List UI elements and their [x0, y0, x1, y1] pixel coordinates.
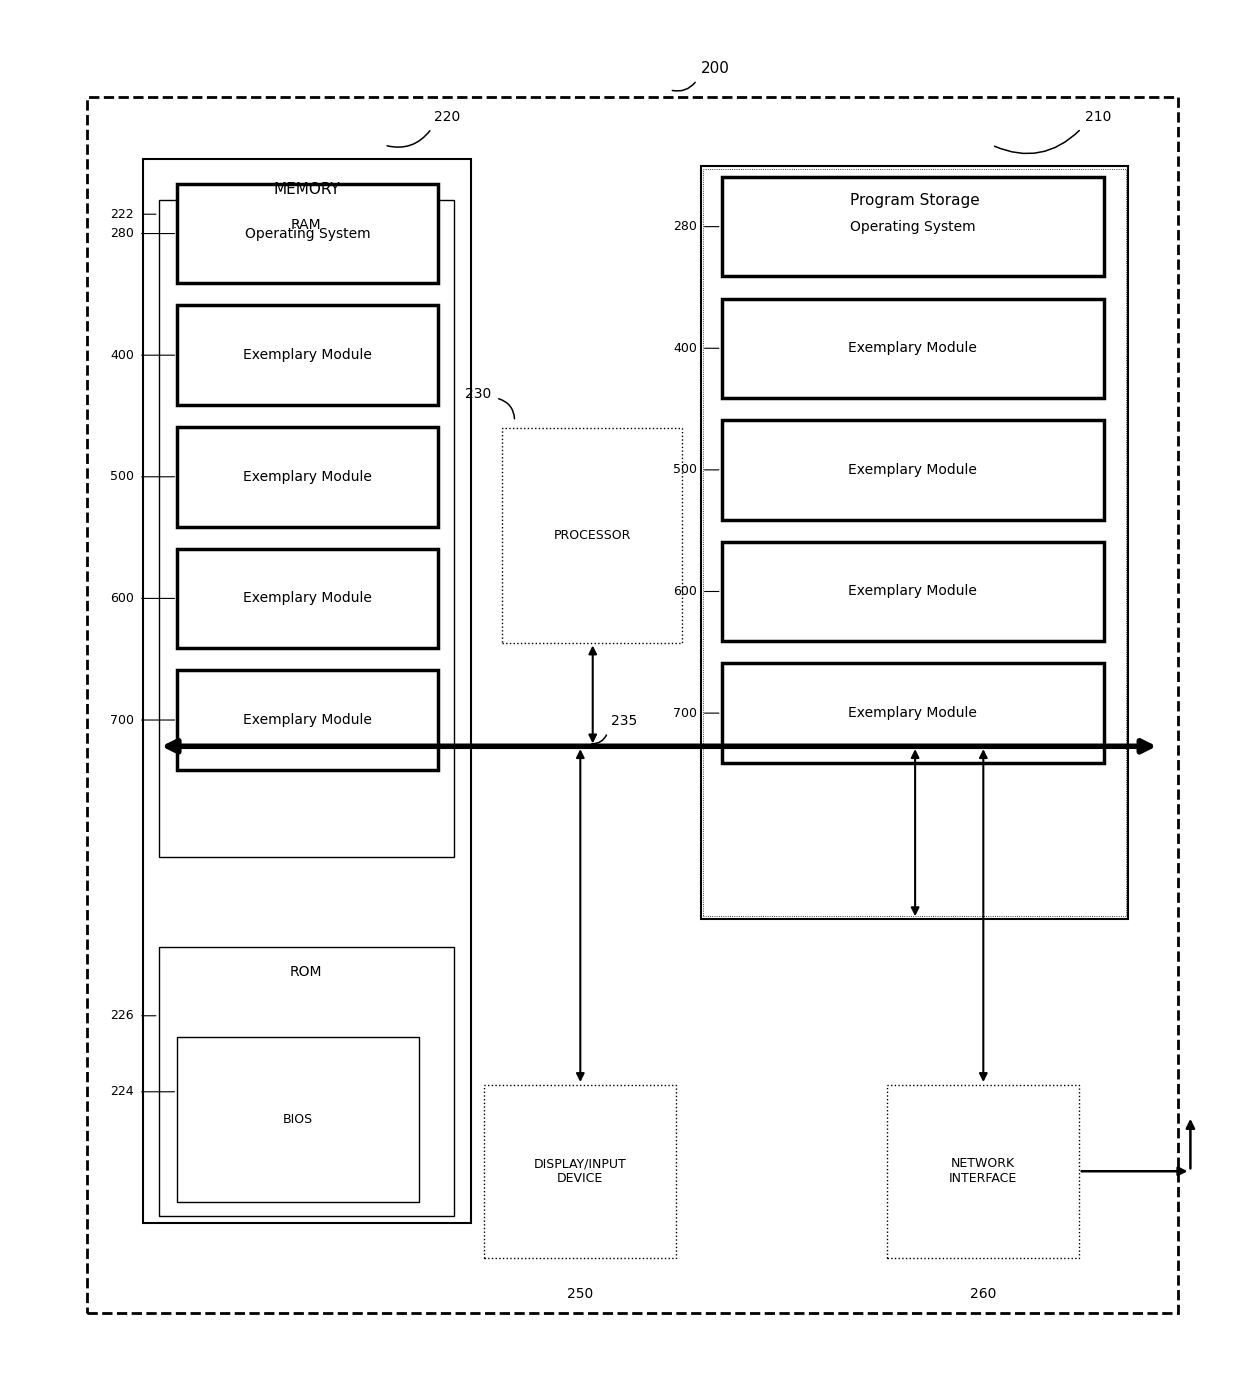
- Bar: [177, 184, 438, 283]
- Bar: [722, 663, 1104, 763]
- Bar: [159, 200, 454, 857]
- Bar: [722, 299, 1104, 398]
- Text: Exemplary Module: Exemplary Module: [243, 713, 372, 727]
- Bar: [703, 169, 1126, 916]
- FancyArrowPatch shape: [498, 399, 515, 419]
- Text: 500: 500: [110, 470, 134, 484]
- Text: BIOS: BIOS: [283, 1113, 314, 1126]
- Text: 700: 700: [110, 713, 134, 727]
- Text: Program Storage: Program Storage: [849, 193, 980, 207]
- Bar: [143, 159, 471, 1223]
- Text: ROM: ROM: [290, 965, 322, 978]
- Text: 220: 220: [434, 111, 460, 124]
- Text: MEMORY: MEMORY: [274, 182, 340, 196]
- Text: Exemplary Module: Exemplary Module: [848, 463, 977, 477]
- Text: 600: 600: [110, 591, 134, 605]
- Text: Exemplary Module: Exemplary Module: [243, 591, 372, 605]
- FancyArrowPatch shape: [591, 735, 606, 744]
- Text: 280: 280: [110, 227, 134, 240]
- Text: PROCESSOR: PROCESSOR: [553, 529, 631, 542]
- Text: 230: 230: [465, 387, 491, 401]
- Bar: [722, 542, 1104, 641]
- Text: DISPLAY/INPUT
DEVICE: DISPLAY/INPUT DEVICE: [533, 1157, 626, 1186]
- Bar: [701, 166, 1128, 919]
- Text: Operating System: Operating System: [244, 227, 371, 240]
- Text: 210: 210: [1085, 111, 1111, 124]
- Bar: [177, 305, 438, 405]
- Bar: [177, 427, 438, 527]
- Text: 500: 500: [673, 463, 697, 477]
- Text: Exemplary Module: Exemplary Module: [243, 348, 372, 362]
- Text: 700: 700: [673, 706, 697, 720]
- Text: 260: 260: [970, 1287, 997, 1300]
- Text: 250: 250: [567, 1287, 594, 1300]
- Text: Exemplary Module: Exemplary Module: [243, 470, 372, 484]
- Bar: [887, 1085, 1079, 1258]
- Bar: [177, 549, 438, 648]
- Bar: [177, 1036, 419, 1202]
- Text: 200: 200: [701, 61, 729, 76]
- Text: 224: 224: [110, 1085, 134, 1099]
- Text: 400: 400: [110, 348, 134, 362]
- Bar: [722, 420, 1104, 520]
- Text: Exemplary Module: Exemplary Module: [848, 341, 977, 355]
- Bar: [159, 947, 454, 1216]
- FancyArrowPatch shape: [387, 131, 430, 146]
- Bar: [87, 97, 1178, 1313]
- Text: 600: 600: [673, 585, 697, 598]
- FancyArrowPatch shape: [994, 130, 1079, 153]
- Bar: [177, 670, 438, 770]
- Text: 222: 222: [110, 207, 134, 221]
- Bar: [722, 177, 1104, 276]
- Bar: [484, 1085, 676, 1258]
- Text: 226: 226: [110, 1009, 134, 1023]
- Text: Operating System: Operating System: [849, 220, 976, 234]
- Text: 400: 400: [673, 341, 697, 355]
- Text: 280: 280: [673, 220, 697, 234]
- Text: Exemplary Module: Exemplary Module: [848, 585, 977, 598]
- Text: NETWORK
INTERFACE: NETWORK INTERFACE: [949, 1157, 1017, 1186]
- Text: RAM: RAM: [291, 218, 321, 232]
- Text: Exemplary Module: Exemplary Module: [848, 706, 977, 720]
- Bar: [502, 428, 682, 643]
- Text: 235: 235: [611, 714, 637, 728]
- FancyArrowPatch shape: [672, 83, 696, 91]
